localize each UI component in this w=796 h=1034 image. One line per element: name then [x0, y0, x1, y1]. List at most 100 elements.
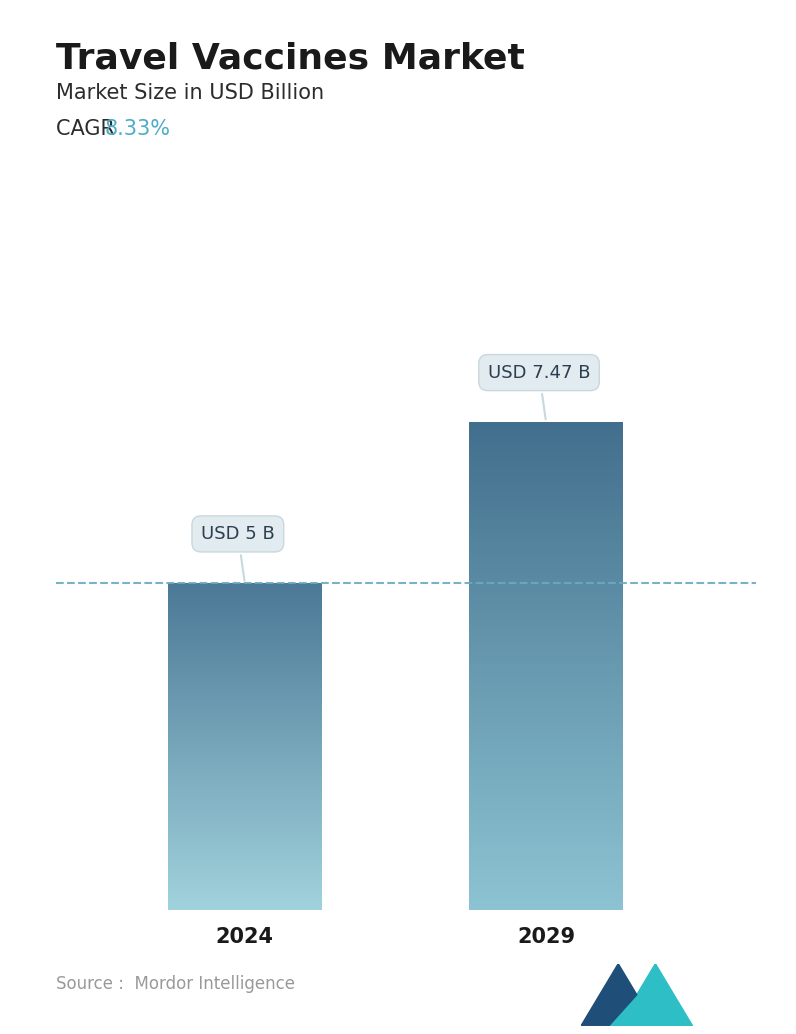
Bar — [168, 890, 322, 891]
Bar — [168, 904, 322, 905]
Bar — [168, 751, 322, 752]
Bar — [469, 682, 623, 683]
Bar — [168, 678, 322, 679]
Bar — [469, 879, 623, 881]
Bar — [168, 763, 322, 764]
Bar — [469, 564, 623, 566]
Bar — [168, 619, 322, 620]
Bar — [469, 484, 623, 486]
Bar — [168, 750, 322, 751]
Bar — [469, 783, 623, 785]
Bar — [469, 708, 623, 710]
Bar — [469, 631, 623, 632]
Bar — [469, 837, 623, 839]
Bar — [469, 461, 623, 463]
Bar — [168, 872, 322, 873]
Bar — [469, 779, 623, 780]
Bar — [168, 588, 322, 590]
Bar — [469, 469, 623, 470]
Bar — [168, 857, 322, 859]
Bar — [168, 717, 322, 718]
Bar — [168, 860, 322, 861]
Bar — [168, 877, 322, 878]
Bar — [168, 770, 322, 771]
Bar — [469, 734, 623, 736]
Bar — [469, 642, 623, 643]
Bar — [469, 663, 623, 665]
Bar — [469, 598, 623, 600]
Bar — [168, 862, 322, 863]
Bar — [168, 835, 322, 837]
Bar — [469, 703, 623, 705]
Bar — [168, 773, 322, 774]
Bar — [168, 809, 322, 810]
Bar — [168, 587, 322, 588]
Bar — [168, 721, 322, 722]
Bar — [168, 851, 322, 852]
Bar — [168, 767, 322, 768]
Bar — [168, 598, 322, 599]
Bar — [469, 622, 623, 624]
Bar — [168, 757, 322, 758]
Bar — [469, 809, 623, 811]
Bar — [168, 759, 322, 760]
Bar — [168, 861, 322, 862]
Bar — [469, 600, 623, 601]
Bar — [469, 887, 623, 889]
Bar — [168, 907, 322, 908]
Bar — [469, 835, 623, 837]
Bar — [168, 850, 322, 851]
Bar — [469, 676, 623, 677]
Bar — [168, 628, 322, 629]
Bar — [168, 709, 322, 710]
Bar — [168, 689, 322, 690]
Bar — [168, 747, 322, 748]
Bar — [168, 830, 322, 831]
Bar — [469, 509, 623, 510]
Bar — [168, 831, 322, 832]
Bar — [168, 710, 322, 711]
Bar — [168, 603, 322, 604]
Bar — [469, 742, 623, 744]
Bar — [168, 789, 322, 790]
Bar — [469, 463, 623, 464]
Bar — [469, 890, 623, 892]
Bar — [168, 727, 322, 728]
Bar — [168, 683, 322, 685]
Bar — [469, 467, 623, 469]
Bar — [168, 613, 322, 614]
Bar — [469, 882, 623, 884]
Bar — [469, 450, 623, 452]
Bar — [469, 523, 623, 524]
Bar — [168, 737, 322, 738]
Bar — [469, 749, 623, 751]
Bar — [469, 731, 623, 733]
Bar — [469, 470, 623, 473]
Bar — [168, 852, 322, 853]
Bar — [168, 783, 322, 784]
Bar — [168, 719, 322, 720]
Bar — [469, 649, 623, 651]
Bar — [168, 790, 322, 791]
Bar — [168, 825, 322, 826]
Bar — [469, 538, 623, 539]
Bar — [469, 782, 623, 783]
Bar — [469, 617, 623, 618]
Bar — [469, 790, 623, 791]
Bar — [168, 606, 322, 607]
Bar — [469, 907, 623, 908]
Bar — [469, 453, 623, 455]
Bar — [469, 448, 623, 450]
Bar — [168, 837, 322, 839]
Bar — [469, 589, 623, 591]
Bar — [469, 501, 623, 504]
Bar — [469, 493, 623, 495]
Bar — [168, 781, 322, 782]
Bar — [168, 795, 322, 797]
Bar — [168, 744, 322, 746]
Bar — [469, 651, 623, 653]
Bar — [469, 751, 623, 752]
Bar — [469, 850, 623, 851]
Bar — [168, 673, 322, 674]
Bar — [469, 870, 623, 871]
